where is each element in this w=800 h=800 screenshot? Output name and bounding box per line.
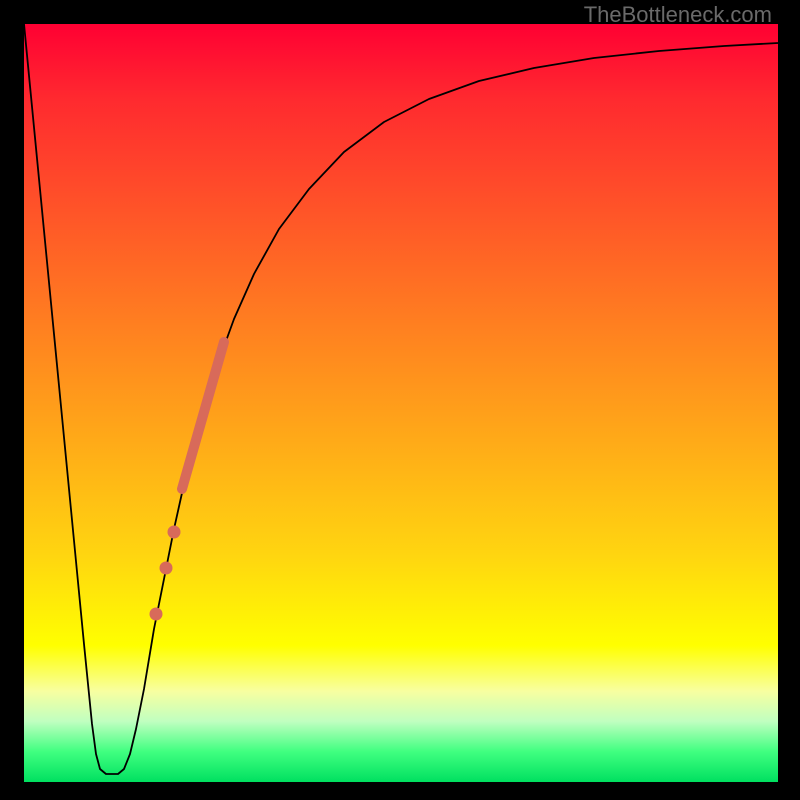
highlight-segment: [182, 342, 224, 489]
highlight-dot: [168, 526, 181, 539]
highlight-dots: [150, 526, 181, 621]
watermark-text: TheBottleneck.com: [584, 2, 772, 28]
chart-svg: [24, 24, 778, 782]
chart-root: TheBottleneck.com: [0, 0, 800, 800]
highlight-dot: [150, 608, 163, 621]
highlight-dot: [160, 562, 173, 575]
main-curve: [24, 24, 778, 774]
